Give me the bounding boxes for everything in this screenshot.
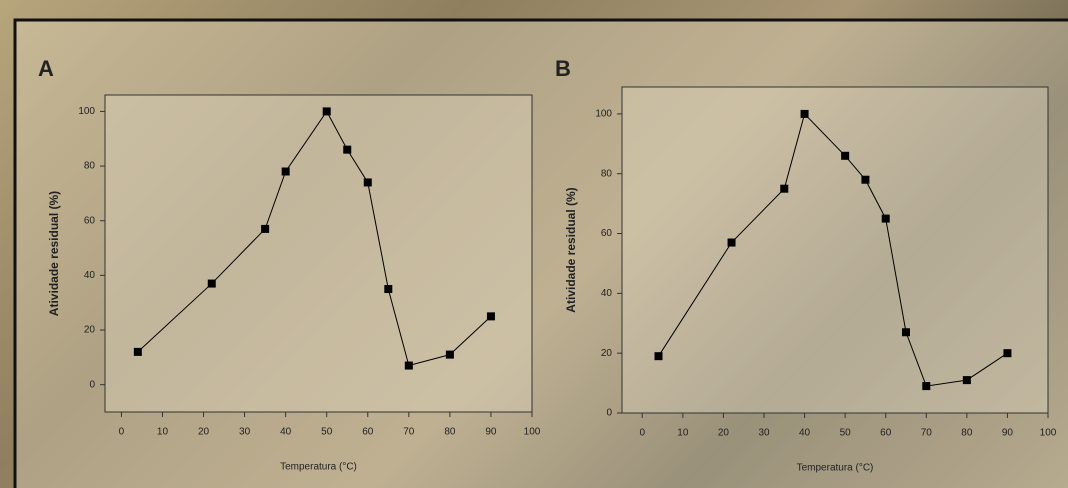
- data-point: [323, 107, 331, 115]
- x-tick-label: 70: [921, 428, 933, 439]
- x-tick-label: 90: [1002, 428, 1014, 439]
- data-point: [208, 280, 216, 288]
- x-tick-label: 80: [961, 428, 973, 439]
- data-point: [728, 239, 736, 247]
- y-axis-label: Atividade residual (%): [47, 191, 61, 316]
- screen: A Temperatura (°C) Atividade residual (%) 0…: [0, 0, 1068, 488]
- x-tick-label: 70: [403, 427, 415, 438]
- y-tick-label: 60: [84, 215, 96, 226]
- x-tick-label: 100: [524, 427, 541, 438]
- plot-area: [105, 95, 532, 412]
- data-point: [446, 351, 454, 359]
- x-tick-label: 20: [198, 427, 210, 438]
- y-tick-label: 80: [601, 168, 613, 179]
- y-axis-label: Atividade residual (%): [564, 187, 578, 312]
- panel-title: A: [38, 56, 54, 81]
- y-tick-label: 20: [601, 348, 613, 359]
- x-axis-label: Temperatura (°C): [280, 462, 357, 473]
- x-tick-label: 0: [640, 428, 646, 439]
- x-tick-label: 60: [880, 428, 892, 439]
- x-tick-label: 30: [758, 428, 770, 439]
- data-point: [882, 215, 890, 223]
- data-point: [861, 176, 869, 184]
- data-point: [487, 312, 495, 320]
- x-tick-label: 100: [1040, 428, 1057, 439]
- data-point: [963, 376, 971, 384]
- data-point: [922, 382, 930, 390]
- data-point: [343, 146, 351, 154]
- data-point: [261, 225, 269, 233]
- plot-area: [622, 87, 1048, 413]
- data-point: [384, 285, 392, 293]
- x-tick-label: 90: [485, 427, 497, 438]
- y-tick-label: 100: [78, 106, 95, 117]
- data-point: [1003, 349, 1011, 357]
- data-point: [282, 168, 290, 176]
- y-tick-label: 0: [606, 408, 612, 419]
- y-tick-label: 80: [84, 161, 96, 172]
- x-tick-label: 60: [362, 427, 374, 438]
- x-tick-label: 0: [119, 427, 125, 438]
- data-point: [405, 362, 413, 370]
- x-tick-label: 20: [718, 428, 730, 439]
- x-tick-label: 10: [157, 427, 169, 438]
- x-tick-label: 40: [799, 428, 811, 439]
- data-point: [134, 348, 142, 356]
- data-point: [364, 178, 372, 186]
- data-point: [780, 185, 788, 193]
- data-point: [801, 110, 809, 118]
- data-point: [841, 152, 849, 160]
- x-tick-label: 10: [677, 428, 689, 439]
- x-tick-label: 50: [840, 428, 852, 439]
- panel-title: B: [555, 56, 571, 81]
- y-tick-label: 40: [84, 270, 96, 281]
- x-axis-label: Temperatura (°C): [797, 463, 874, 474]
- y-tick-label: 60: [601, 228, 613, 239]
- data-point: [902, 328, 910, 336]
- chart: A Temperatura (°C) Atividade residual (%) 0…: [0, 0, 1068, 488]
- x-tick-label: 30: [239, 427, 251, 438]
- data-point: [655, 352, 663, 360]
- y-tick-label: 100: [595, 109, 612, 120]
- y-tick-label: 40: [601, 288, 613, 299]
- x-tick-label: 80: [444, 427, 456, 438]
- x-tick-label: 50: [321, 427, 333, 438]
- x-tick-label: 40: [280, 427, 292, 438]
- y-tick-label: 20: [84, 325, 96, 336]
- y-tick-label: 0: [89, 379, 95, 390]
